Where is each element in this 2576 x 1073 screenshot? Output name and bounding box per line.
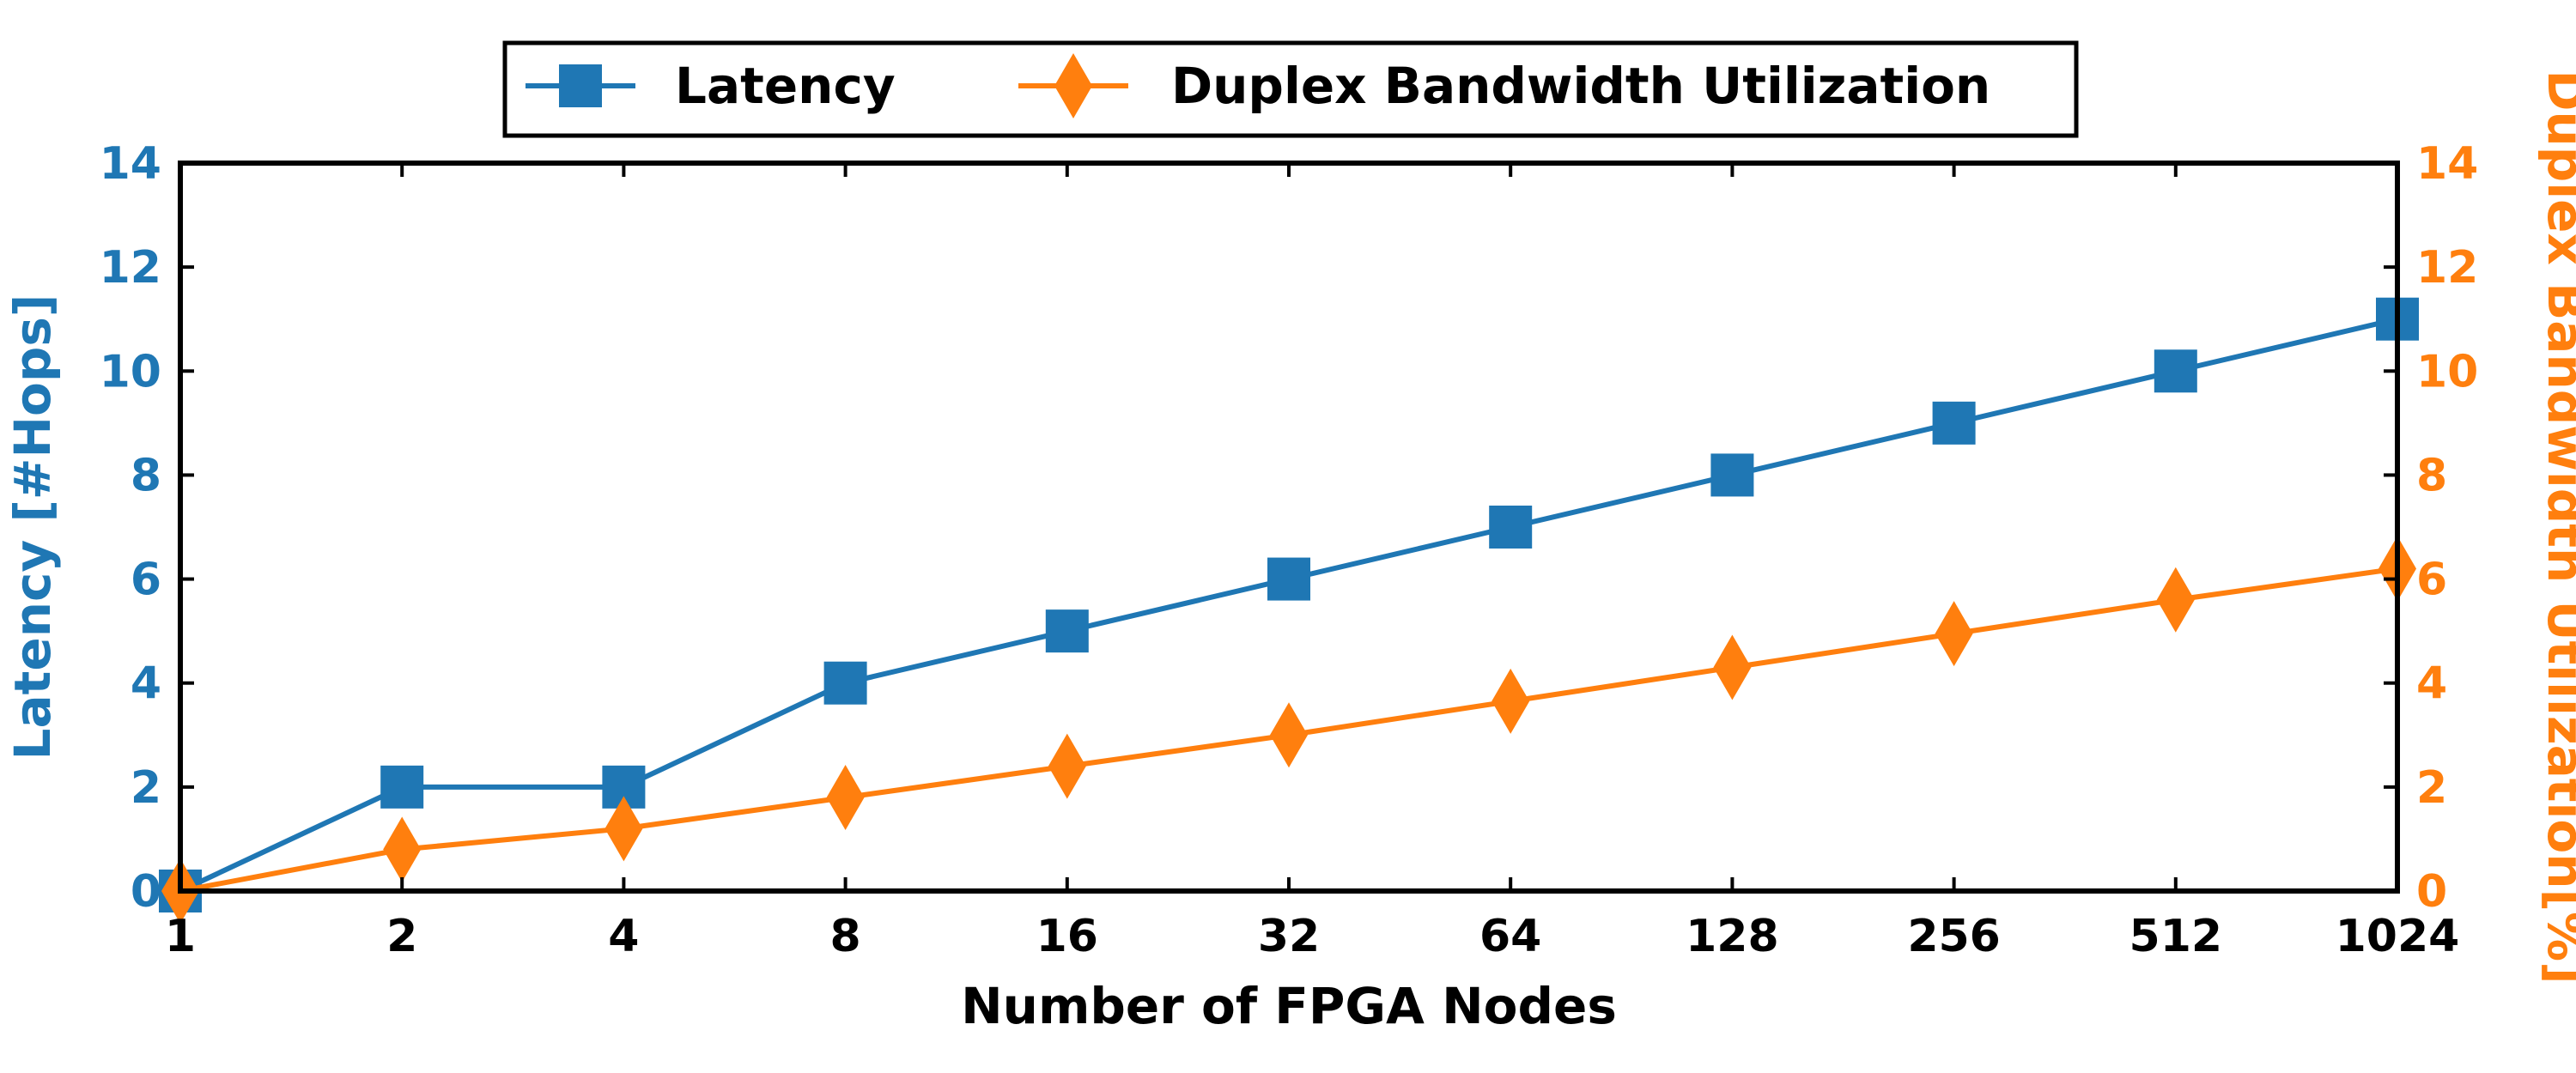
left-y-tick-label: 0 [131,866,161,918]
right-y-tick-label: 14 [2416,138,2478,190]
bandwidth-point [383,816,422,882]
right-y-tick-label: 2 [2416,762,2447,814]
legend-latency-label: Latency [675,57,896,115]
x-tick-label: 32 [1258,911,1320,962]
left-y-tick-label: 8 [131,450,161,501]
right-y-tick-label: 0 [2416,866,2447,918]
latency-point [1045,609,1089,653]
left-y-tick-label: 2 [131,762,161,814]
right-y-axis-ticks: 0 2 4 6 8 10 12 14 [2384,138,2478,918]
x-tick-label: 16 [1036,911,1098,962]
x-axis-label: Number of FPGA Nodes [961,977,1617,1035]
plot-frame [178,161,2400,894]
latency-series-line [179,316,2398,894]
latency-point [823,661,867,705]
left-y-tick-label: 6 [131,555,161,606]
right-y-tick-label: 4 [2416,658,2447,710]
x-tick-label: 256 [1907,911,2001,962]
bandwidth-point [605,796,643,862]
bandwidth-point [1713,634,1752,700]
right-y-tick-label: 8 [2416,450,2447,501]
x-tick-label: 512 [2129,911,2223,962]
x-tick-label: 4 [608,911,639,962]
x-axis-ticks: 1 2 4 8 16 32 64 128 256 512 1024 [165,163,2459,962]
x-tick-label: 2 [386,911,417,962]
latency-point [2154,349,2197,393]
bandwidth-point [1270,702,1308,768]
plot-marks [159,297,2419,924]
bandwidth-point [826,764,865,830]
latency-point [380,765,424,809]
right-y-axis-label: Duplex Bandwidth Utilization[%] [2537,70,2576,984]
latency-point [1710,453,1754,497]
bandwidth-point [1935,601,1973,667]
legend: Latency Duplex Bandwidth Utilization [502,40,2079,138]
latency-point [1489,506,1533,549]
latency-point [1267,557,1310,601]
x-tick-label: 8 [830,911,861,962]
legend-box [502,40,2079,138]
legend-bandwidth-marker [1054,53,1092,118]
left-y-tick-label: 10 [100,346,161,397]
bandwidth-point [1492,668,1530,734]
right-y-tick-label: 10 [2416,346,2478,397]
right-y-tick-label: 12 [2416,242,2478,294]
bandwidth-point [2156,567,2195,633]
left-y-axis-label: Latency [#Hops] [3,294,62,761]
legend-latency-marker [559,64,602,107]
right-y-tick-label: 6 [2416,555,2447,606]
x-tick-label: 1 [165,911,196,962]
bandwidth-point [1048,733,1086,799]
left-y-tick-label: 4 [131,658,161,710]
left-y-tick-label: 12 [100,242,161,294]
x-tick-label: 64 [1479,911,1541,962]
left-y-axis-ticks: 0 2 4 6 8 10 12 14 [100,138,194,918]
legend-bandwidth-label: Duplex Bandwidth Utilization [1171,57,1990,115]
latency-point [1932,401,1976,445]
x-tick-label: 1024 [2336,911,2460,962]
left-y-tick-label: 14 [100,138,161,190]
x-tick-label: 128 [1686,911,1779,962]
